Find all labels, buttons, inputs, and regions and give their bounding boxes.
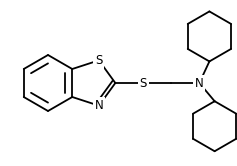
- Text: N: N: [95, 99, 103, 112]
- Text: N: N: [195, 77, 204, 89]
- Text: S: S: [140, 77, 147, 89]
- Text: S: S: [95, 54, 103, 67]
